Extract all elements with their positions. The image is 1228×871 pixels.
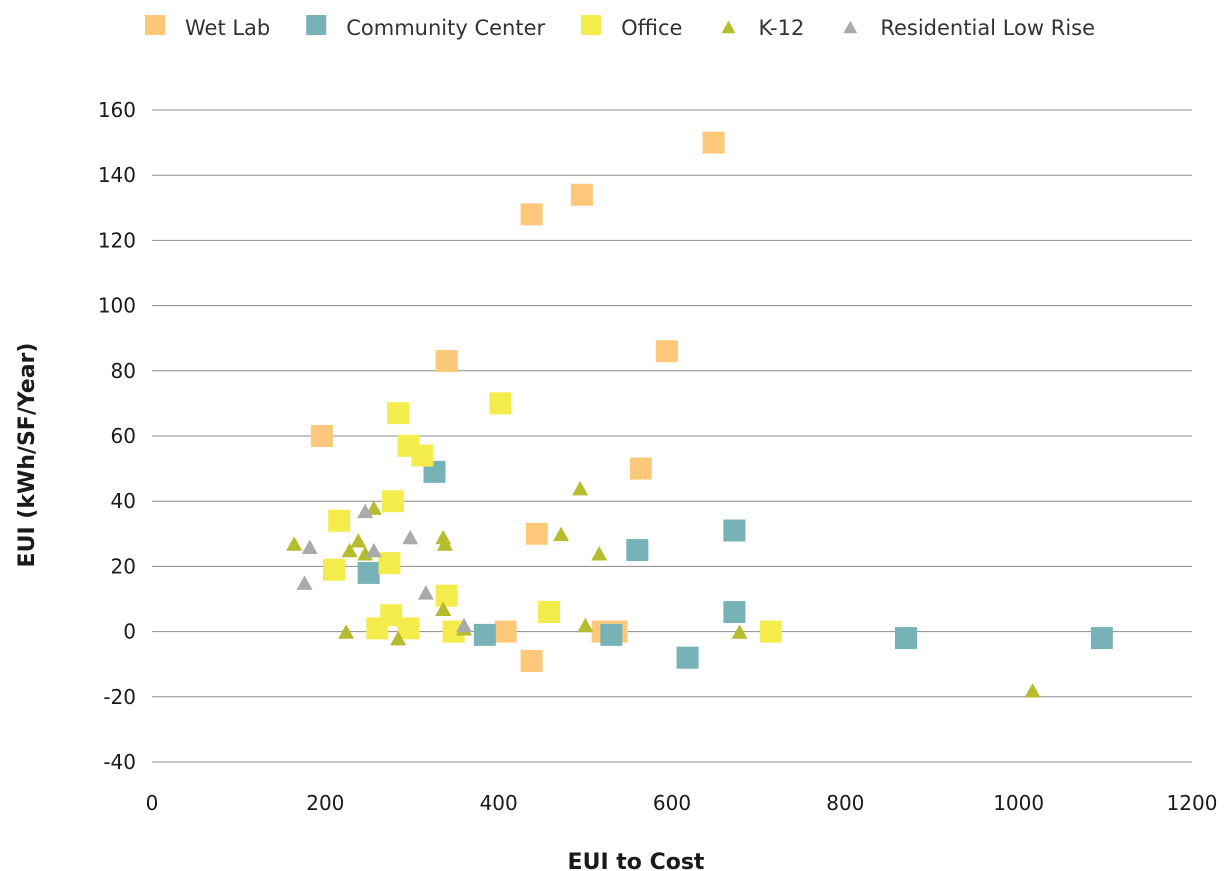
legend-label-k-12: K-12 [758,16,804,40]
data-point-community-center [357,561,380,584]
data-point-residential-low-rise [296,575,313,590]
data-point-wet-lab [702,131,725,154]
data-point-k-12 [1024,683,1041,698]
data-point-k-12 [435,601,452,616]
data-point-office [323,558,345,581]
x-axis-title: EUI to Cost [568,850,705,871]
data-point-k-12 [591,546,608,561]
y-tick-label: 160 [98,98,136,122]
data-point-k-12 [731,624,748,639]
data-point-k-12 [436,536,453,551]
gridlines [152,109,1192,763]
data-point-community-center [895,627,917,650]
data-point-k-12 [350,533,367,548]
series-office [323,392,782,643]
x-axis-ticks: 0 200 400 600 800 1000 1200 [146,791,1218,815]
y-tick-label: 20 [111,554,136,578]
x-tick-label: 200 [306,791,344,815]
data-point-office [366,617,389,640]
x-tick-label: 1200 [1167,791,1218,815]
x-tick-label: 800 [826,791,864,815]
x-tick-label: 600 [653,791,691,815]
data-point-community-center [723,601,746,624]
y-axis-title: EUI (kWh/SF/Year) [15,343,40,568]
data-point-k-12 [553,526,570,541]
y-tick-label: 0 [123,620,136,644]
data-point-residential-low-rise [301,539,318,555]
data-point-office [489,392,512,415]
legend-item-k-12: K-12 [721,16,804,40]
data-point-wet-lab [494,620,517,643]
data-point-wet-lab [570,183,593,206]
data-point-wet-lab [629,457,652,480]
data-point-k-12 [572,480,589,496]
data-point-community-center [676,646,699,669]
data-point-office [435,584,458,607]
data-point-k-12 [286,536,303,551]
data-point-wet-lab [520,649,543,672]
y-tick-label: 140 [98,163,136,187]
data-point-wet-lab [435,350,458,373]
y-tick-label: 60 [111,424,136,448]
data-point-office [381,490,404,513]
data-point-residential-low-rise [402,529,419,545]
data-points [286,131,1113,698]
data-point-k-12 [577,617,594,633]
x-tick-label: 400 [480,791,518,815]
y-tick-label: -20 [103,685,136,709]
legend-label-office: Office [621,16,682,40]
series-wet-lab [310,131,725,672]
data-point-office [397,617,420,640]
legend-label-community-center: Community Center [346,16,545,40]
data-point-community-center [1090,627,1113,650]
y-tick-label: 100 [98,294,136,318]
data-point-office [759,620,782,643]
y-tick-label: -40 [103,750,136,774]
data-point-residential-low-rise [365,542,382,558]
data-point-community-center [600,623,623,646]
series-k-12 [286,480,1041,698]
legend: Wet Lab Community Center Office K-12 Residen… [144,15,1095,40]
legend-swatch-office [581,15,602,35]
data-point-community-center [723,519,746,542]
y-tick-label: 120 [98,228,136,252]
data-point-office [411,444,434,467]
data-point-residential-low-rise [456,617,472,633]
y-axis-ticks: -40 -20 0 20 40 60 80 100 120 140 160 [98,98,136,774]
legend-swatch-residential-low-rise [843,20,858,34]
data-point-wet-lab [310,425,333,447]
legend-item-office: Office [581,15,682,40]
data-point-k-12 [341,542,358,558]
legend-item-community-center: Community Center [306,15,546,40]
y-tick-label: 80 [111,359,136,383]
data-point-community-center [473,623,496,646]
legend-item-wet-lab: Wet Lab [144,15,270,40]
series-residential-low-rise [296,503,472,633]
data-point-office [328,509,351,532]
data-point-wet-lab [525,522,548,545]
data-point-office [537,601,560,624]
legend-swatch-community-center [306,15,327,35]
x-tick-label: 0 [146,791,159,815]
data-point-residential-low-rise [417,585,434,600]
data-point-office [378,552,401,575]
data-point-office [442,620,465,643]
legend-swatch-k-12 [721,20,736,34]
data-point-community-center [626,539,649,562]
series-community-center [357,460,1113,669]
legend-label-wet-lab: Wet Lab [185,16,270,40]
data-point-wet-lab [520,203,543,226]
data-point-office [387,402,410,425]
data-point-k-12 [365,500,382,515]
x-tick-label: 1000 [993,791,1044,815]
legend-label-residential-low-rise: Residential Low Rise [880,16,1095,40]
data-point-residential-low-rise [357,503,374,519]
y-tick-label: 40 [111,489,136,513]
data-point-k-12 [338,624,355,639]
data-point-k-12 [390,630,407,646]
legend-item-residential-low-rise: Residential Low Rise [843,16,1095,40]
legend-swatch-wet-lab [144,15,165,35]
data-point-wet-lab [655,340,678,363]
